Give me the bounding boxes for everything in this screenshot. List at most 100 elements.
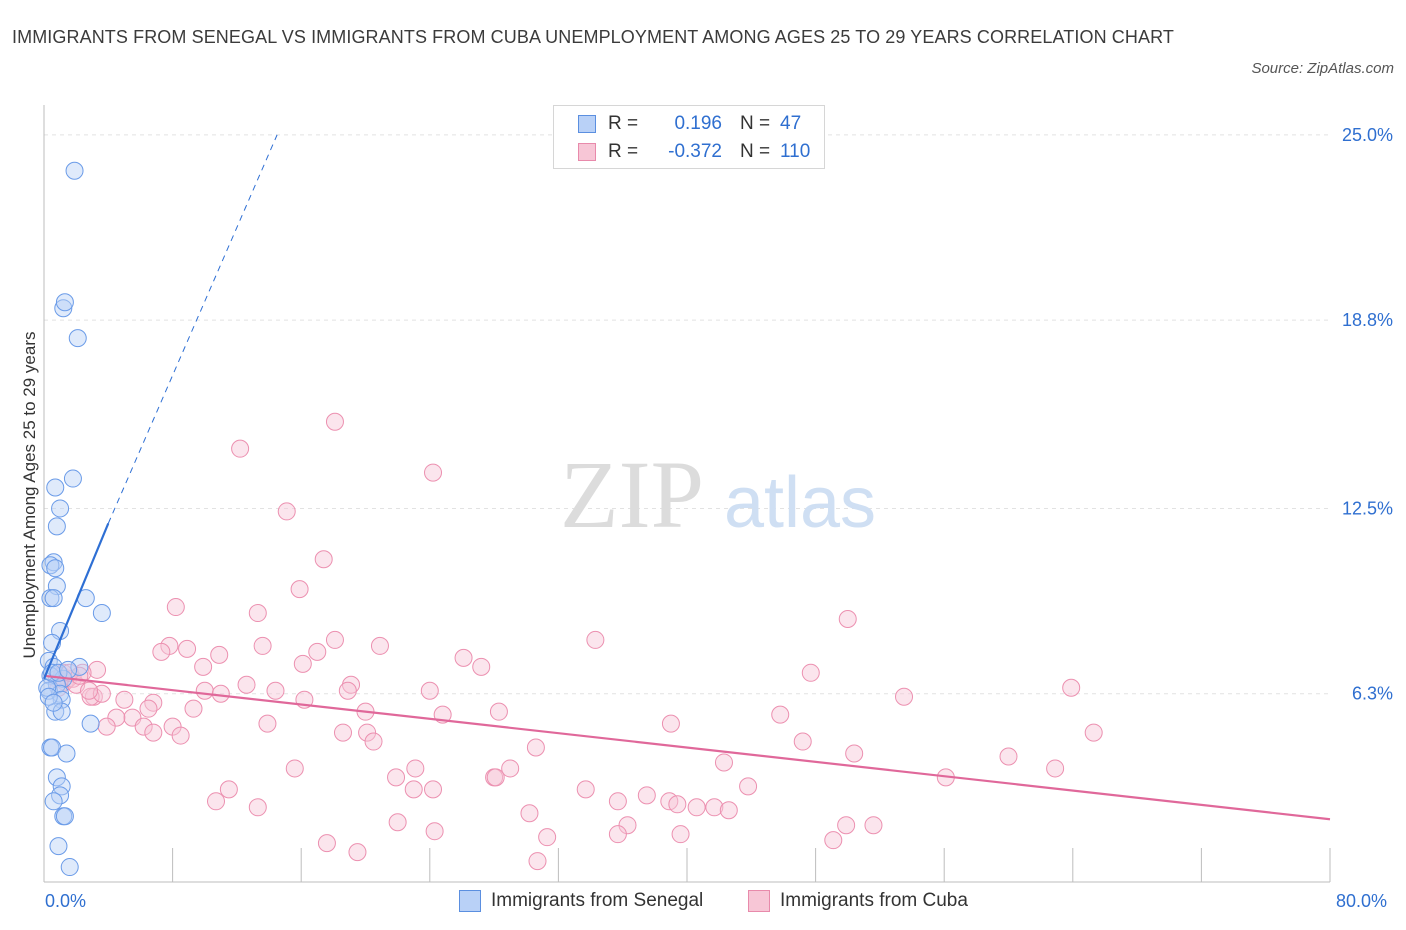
n-label: N = bbox=[740, 141, 771, 162]
cuba-point bbox=[325, 412, 344, 431]
legend: Immigrants from Senegal Immigrants from … bbox=[0, 890, 1406, 914]
cuba-point bbox=[73, 663, 92, 682]
cuba-point bbox=[237, 675, 256, 694]
cuba-point bbox=[406, 759, 425, 778]
watermark-zip: ZIP bbox=[560, 441, 704, 548]
y-tick-label: 12.5% bbox=[1342, 498, 1393, 518]
cuba-point bbox=[793, 732, 812, 751]
cuba-point bbox=[1062, 678, 1081, 697]
cuba-point bbox=[454, 648, 473, 667]
senegal-point bbox=[59, 660, 78, 679]
senegal-point bbox=[52, 777, 71, 796]
x-axis-min-label: 0.0% bbox=[45, 891, 87, 911]
cuba-point bbox=[308, 642, 327, 661]
watermark-atlas: atlas bbox=[724, 463, 876, 543]
cuba-point bbox=[637, 786, 656, 805]
senegal-point bbox=[46, 702, 65, 721]
cuba-point bbox=[80, 681, 99, 700]
cuba-point bbox=[618, 816, 637, 835]
cuba-point bbox=[231, 439, 250, 458]
r-label: R = bbox=[608, 113, 639, 134]
cuba-point bbox=[266, 681, 285, 700]
cuba-point bbox=[489, 702, 508, 721]
cuba-point bbox=[285, 759, 304, 778]
cuba-point bbox=[864, 816, 883, 835]
cuba-point bbox=[277, 502, 296, 521]
cuba-point bbox=[404, 780, 423, 799]
senegal-point bbox=[46, 559, 65, 578]
stats-row-senegal: R = 0.196 N = 47 bbox=[578, 111, 801, 137]
cuba-point bbox=[333, 723, 352, 742]
cuba-point bbox=[895, 687, 914, 706]
legend-label-senegal: Immigrants from Senegal bbox=[491, 890, 704, 911]
legend-item-senegal[interactable]: Immigrants from Senegal bbox=[459, 890, 703, 912]
cuba-point bbox=[501, 759, 520, 778]
cuba-point bbox=[528, 852, 547, 871]
senegal-point bbox=[49, 837, 68, 856]
cuba-point bbox=[358, 723, 377, 742]
cuba-point bbox=[420, 681, 439, 700]
senegal-trend-extension bbox=[107, 134, 278, 524]
cuba-point bbox=[388, 813, 407, 832]
senegal-trend-line bbox=[42, 522, 110, 680]
senegal-point bbox=[39, 687, 58, 706]
senegal-point bbox=[39, 681, 58, 700]
senegal-point bbox=[51, 499, 70, 518]
cuba-point bbox=[171, 726, 190, 745]
cuba-trend-line bbox=[43, 674, 1331, 821]
legend-label-cuba: Immigrants from Cuba bbox=[780, 890, 968, 911]
senegal-point bbox=[44, 589, 63, 608]
series-cuba-points bbox=[47, 412, 1103, 871]
cuba-point bbox=[739, 777, 758, 796]
cuba-point bbox=[88, 660, 107, 679]
senegal-point bbox=[55, 293, 74, 312]
cuba-point bbox=[348, 843, 367, 862]
cuba-point bbox=[424, 463, 443, 482]
senegal-point bbox=[47, 768, 66, 787]
senegal-point bbox=[81, 714, 100, 733]
chart-title: IMMIGRANTS FROM SENEGAL VS IMMIGRANTS FR… bbox=[12, 27, 1174, 47]
cuba-point bbox=[714, 753, 733, 772]
r-label: R = bbox=[608, 141, 639, 162]
senegal-point bbox=[65, 161, 84, 180]
cuba-point bbox=[290, 580, 309, 599]
cuba-point bbox=[671, 825, 690, 844]
cuba-point bbox=[314, 550, 333, 569]
cuba-point bbox=[81, 687, 100, 706]
legend-item-cuba[interactable]: Immigrants from Cuba bbox=[748, 890, 968, 912]
cuba-point bbox=[370, 636, 389, 655]
cuba-point bbox=[608, 792, 627, 811]
series-senegal-points bbox=[38, 161, 111, 877]
n-label: N = bbox=[740, 113, 771, 134]
cuba-point bbox=[195, 681, 214, 700]
senegal-point bbox=[60, 858, 79, 877]
cuba-point bbox=[325, 630, 344, 649]
cuba-point bbox=[258, 714, 277, 733]
cuba-point bbox=[248, 798, 267, 817]
cuba-point bbox=[661, 714, 680, 733]
cuba-point bbox=[999, 747, 1018, 766]
cuba-point bbox=[211, 684, 230, 703]
senegal-point bbox=[46, 478, 65, 497]
cuba-point bbox=[472, 657, 491, 676]
stats-row-cuba: R = -0.372 N = 110 bbox=[578, 139, 810, 165]
y-tick-labels: 6.3% 12.5% 18.8% 25.0% bbox=[1342, 125, 1393, 704]
senegal-point bbox=[44, 792, 63, 811]
cuba-point bbox=[520, 804, 539, 823]
senegal-point bbox=[68, 329, 87, 348]
senegal-point bbox=[44, 553, 63, 572]
cuba-point bbox=[576, 780, 595, 799]
stats-legend-box: R = 0.196 N = 47 R = -0.372 N = 110 bbox=[553, 105, 825, 169]
cuba-point bbox=[178, 639, 197, 658]
r-value: -0.372 bbox=[668, 141, 722, 162]
cuba-point bbox=[152, 642, 171, 661]
cuba-point bbox=[144, 723, 163, 742]
cuba-point bbox=[771, 705, 790, 724]
senegal-point bbox=[70, 657, 89, 676]
cuba-point bbox=[1084, 723, 1103, 742]
senegal-point bbox=[41, 556, 60, 575]
cuba-point bbox=[668, 795, 687, 814]
n-value: 110 bbox=[780, 141, 811, 162]
y-tick-label: 25.0% bbox=[1342, 125, 1393, 145]
